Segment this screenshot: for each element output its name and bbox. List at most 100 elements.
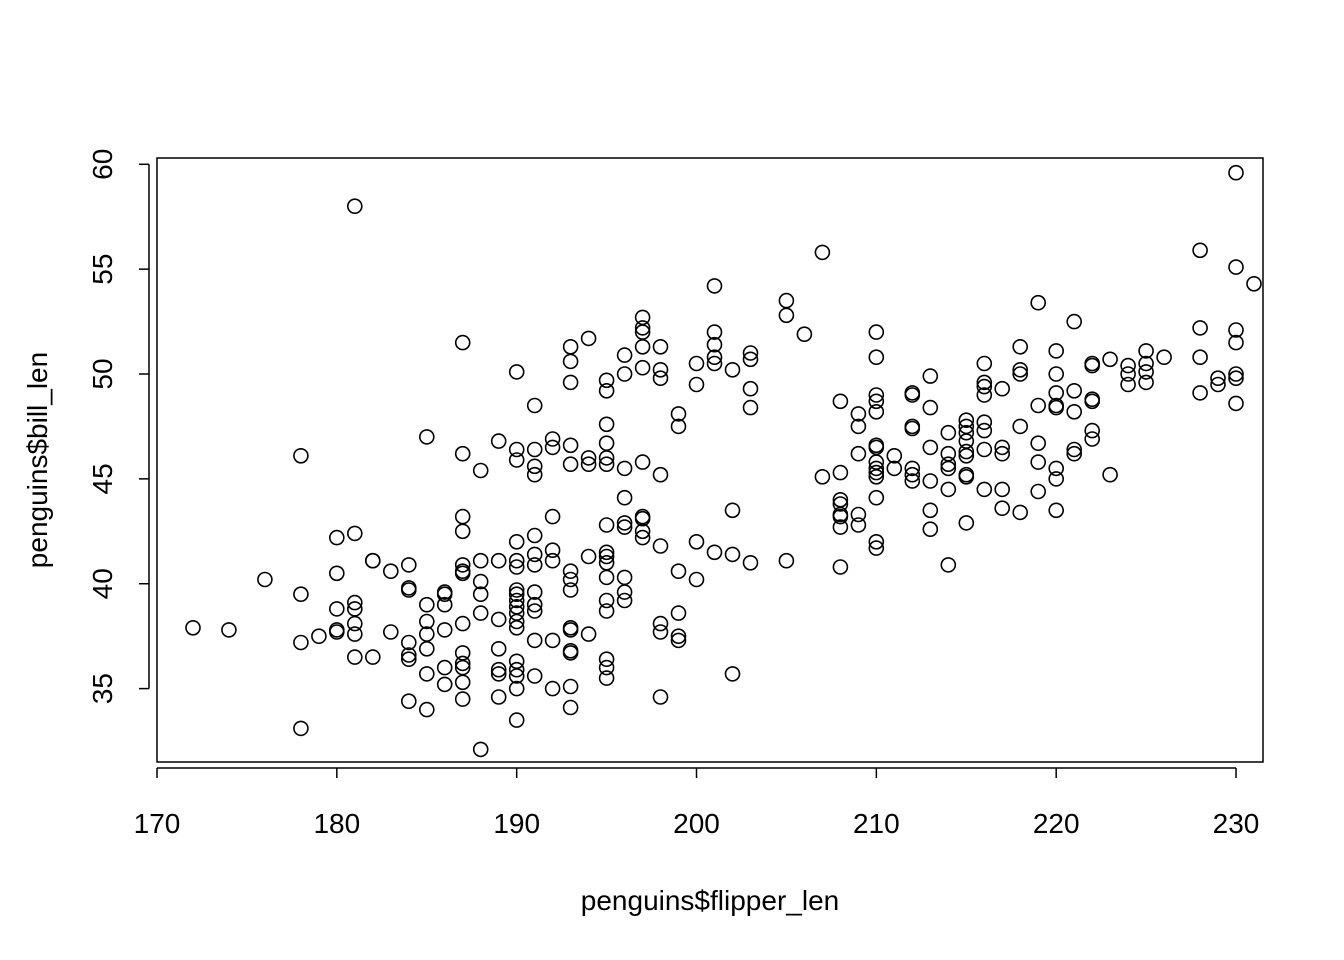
data-point	[598, 544, 615, 561]
data-point	[598, 382, 615, 399]
data-point	[526, 466, 543, 483]
data-point	[1066, 403, 1082, 420]
x-tick-label: 210	[853, 808, 900, 839]
data-point	[904, 387, 921, 403]
data-point	[1066, 313, 1082, 330]
data-point	[976, 414, 993, 431]
y-axis: 35 40 45 50 55 60	[87, 149, 150, 704]
data-point	[832, 464, 849, 481]
data-point	[724, 546, 741, 563]
data-point	[940, 460, 957, 477]
data-point	[508, 441, 525, 458]
data-point	[293, 634, 309, 651]
data-point	[526, 584, 543, 600]
data-point	[562, 582, 579, 598]
data-point	[634, 454, 651, 470]
data-point	[598, 548, 615, 565]
data-point	[490, 666, 507, 682]
data-point	[346, 615, 363, 632]
data-point	[724, 666, 741, 682]
data-point	[994, 445, 1011, 462]
data-point	[544, 552, 561, 569]
data-point	[1030, 483, 1046, 500]
data-point	[1084, 431, 1100, 447]
data-point	[418, 429, 435, 445]
data-point	[850, 418, 867, 435]
data-point	[616, 519, 633, 535]
data-point	[221, 622, 237, 638]
data-point	[598, 372, 615, 389]
data-point	[526, 557, 543, 573]
data-point	[940, 456, 957, 473]
data-point	[562, 563, 579, 580]
data-point	[958, 468, 975, 485]
data-point	[940, 557, 957, 573]
data-point	[742, 345, 759, 361]
data-point	[976, 374, 993, 391]
data-point	[526, 441, 543, 458]
data-point	[508, 712, 525, 728]
data-point	[724, 361, 741, 378]
data-point	[544, 680, 561, 697]
y-tick-label: 40	[87, 568, 118, 599]
data-point	[976, 387, 993, 403]
data-point	[1120, 357, 1136, 374]
data-point	[976, 441, 993, 458]
data-point	[904, 466, 921, 483]
data-point	[526, 603, 543, 619]
data-point	[742, 399, 759, 416]
data-point	[580, 456, 597, 473]
data-points	[185, 164, 1262, 758]
data-point	[706, 324, 723, 340]
data-point	[1030, 294, 1046, 311]
data-point	[490, 689, 507, 705]
data-point	[454, 674, 471, 691]
data-point	[598, 450, 615, 466]
data-point	[544, 431, 561, 447]
data-point	[508, 533, 525, 550]
data-point	[1066, 441, 1082, 458]
data-point	[580, 626, 597, 642]
data-point	[598, 456, 615, 473]
y-tick-label: 35	[87, 673, 118, 704]
data-point	[418, 701, 435, 718]
data-point	[598, 416, 615, 433]
data-point	[562, 678, 579, 695]
data-point	[688, 376, 705, 393]
data-point	[508, 592, 525, 609]
data-point	[436, 622, 453, 638]
data-point	[400, 557, 417, 573]
data-point	[364, 552, 381, 569]
data-point	[526, 458, 543, 475]
data-point	[832, 559, 849, 575]
data-point	[400, 647, 417, 663]
data-point	[328, 601, 345, 617]
data-point	[436, 586, 453, 603]
data-point	[670, 605, 687, 621]
data-point	[472, 586, 489, 603]
data-point	[688, 571, 705, 588]
x-tick-label: 190	[493, 808, 540, 839]
data-point	[1228, 395, 1244, 412]
data-point	[490, 640, 507, 657]
data-point	[652, 538, 669, 554]
data-point	[1048, 366, 1064, 382]
data-point	[652, 361, 669, 378]
data-point	[868, 349, 885, 366]
data-point	[598, 651, 615, 668]
data-point	[418, 596, 435, 613]
data-point	[346, 198, 363, 214]
data-point	[922, 521, 939, 538]
data-point	[886, 460, 903, 477]
data-point	[1192, 320, 1208, 336]
data-point	[562, 437, 579, 454]
data-point	[634, 523, 651, 540]
data-point	[1228, 259, 1244, 275]
x-tick-label: 170	[134, 808, 181, 839]
data-point	[1030, 454, 1046, 470]
data-point	[724, 502, 741, 519]
data-point	[850, 445, 867, 462]
data-point	[922, 502, 939, 519]
data-point	[472, 462, 489, 479]
